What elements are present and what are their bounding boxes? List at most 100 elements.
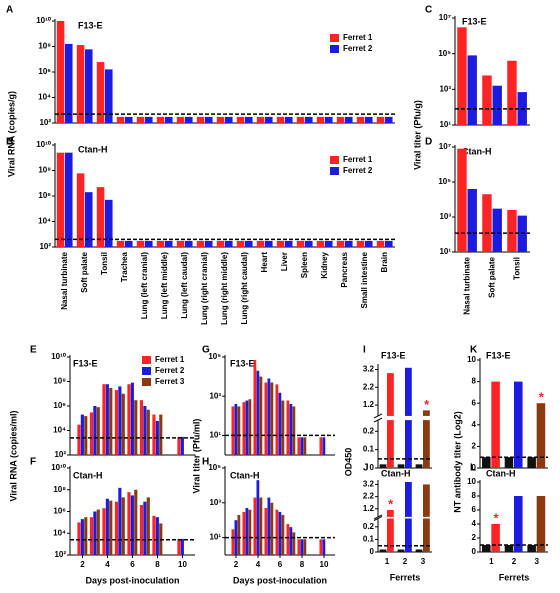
- bar: [225, 116, 233, 123]
- bar: [109, 387, 113, 455]
- x-tick-label: 8: [300, 560, 305, 569]
- bar: [253, 497, 257, 555]
- bar: [281, 514, 285, 555]
- bar: [415, 464, 423, 468]
- y-tick-label: 10⁴: [38, 93, 51, 102]
- y-tick-label: 10⁴: [38, 217, 51, 226]
- x-tick-label: Heart: [260, 252, 269, 273]
- bar: [259, 497, 263, 555]
- significance-star: *: [388, 496, 394, 511]
- bar: [491, 524, 500, 552]
- bar: [507, 210, 517, 252]
- y-tick-label: 0.2: [363, 426, 375, 435]
- bar: [248, 509, 252, 555]
- bar: [196, 240, 205, 247]
- bar: [319, 539, 323, 555]
- y-axis-label: Viral RNA (copies/ml): [8, 410, 18, 501]
- bar: [134, 489, 138, 555]
- legend-label: Ferret 1: [343, 33, 373, 42]
- bar: [84, 416, 88, 455]
- bar: [336, 116, 345, 123]
- bar: [385, 116, 393, 123]
- bar: [270, 382, 274, 455]
- bar: [231, 406, 235, 455]
- y-tick-label: 10⁷: [439, 142, 451, 151]
- x-tick-label: Soft palate: [80, 251, 89, 292]
- bar: [242, 511, 246, 555]
- bar: [159, 414, 163, 455]
- bar: [270, 502, 274, 555]
- y-tick-label: 0.1: [363, 445, 375, 454]
- bar: [118, 386, 122, 455]
- legend-label: Ferret 1: [343, 155, 373, 164]
- bar: [177, 538, 181, 555]
- y-tick-label: 10⁶: [53, 401, 66, 410]
- bar: [305, 240, 313, 247]
- bar: [245, 116, 253, 123]
- bar: [116, 116, 125, 123]
- bar: [276, 116, 285, 123]
- break-mark: [373, 516, 383, 521]
- panel-letter: H: [202, 457, 209, 468]
- panel-title: Ctan-H: [381, 468, 411, 478]
- bar: [136, 116, 145, 123]
- legend-swatch: [142, 378, 151, 386]
- bar: [245, 400, 249, 455]
- bar: [102, 384, 106, 455]
- y-tick-label: 0: [472, 463, 477, 472]
- legend-swatch: [330, 167, 339, 175]
- panel-letter: D: [425, 137, 432, 148]
- bar: [176, 240, 185, 247]
- bar: [65, 152, 73, 247]
- bar: [176, 116, 185, 123]
- y-tick-label: 0.1: [363, 535, 375, 544]
- legend-swatch: [330, 34, 339, 42]
- y-tick-label: 6: [472, 398, 477, 407]
- y-tick-label: 10³: [209, 391, 221, 400]
- bar: [423, 410, 430, 468]
- bar: [397, 464, 405, 468]
- bar: [345, 116, 353, 123]
- legend-label: Ferret 1: [155, 355, 185, 364]
- bar: [56, 21, 65, 123]
- y-tick-label: 3.2: [363, 480, 375, 489]
- y-tick-label: 10²: [54, 550, 66, 559]
- y-tick-label: 10¹: [439, 120, 451, 129]
- bar: [316, 240, 325, 247]
- y-tick-label: 0: [472, 547, 477, 556]
- legend-label: Ferret 2: [155, 366, 185, 375]
- panel-title: F13-E: [230, 358, 255, 368]
- bar: [196, 116, 205, 123]
- bar: [155, 517, 159, 555]
- bar: [365, 116, 373, 123]
- bar: [114, 501, 119, 555]
- bar: [289, 527, 293, 555]
- bar: [527, 545, 536, 552]
- y-tick-label: 10¹⁰: [36, 140, 52, 149]
- bar: [457, 27, 467, 126]
- panel-letter: E: [30, 345, 37, 356]
- bar: [121, 393, 125, 455]
- y-tick-label: 10²: [54, 450, 66, 459]
- legend-swatch: [330, 45, 339, 53]
- bar: [127, 384, 131, 455]
- bar: [325, 240, 333, 247]
- x-tick-label: Trachea: [120, 251, 129, 282]
- y-tick-label: 10⁵: [438, 49, 451, 58]
- bar: [185, 116, 193, 123]
- y-tick-label: 2: [472, 442, 477, 451]
- y-tick-label: 10⁸: [38, 42, 51, 51]
- x-tick-label: 10: [320, 560, 329, 569]
- bar: [216, 116, 225, 123]
- bar: [289, 403, 293, 455]
- panel-title: Ctan-H: [462, 146, 492, 156]
- bar: [296, 240, 305, 247]
- bar: [236, 240, 245, 247]
- bar: [245, 508, 249, 555]
- bar: [356, 116, 365, 123]
- bar: [242, 402, 246, 455]
- bar: [256, 240, 265, 247]
- x-tick-label: Lung (left middle): [160, 252, 169, 319]
- bar: [125, 116, 133, 123]
- bar: [385, 240, 393, 247]
